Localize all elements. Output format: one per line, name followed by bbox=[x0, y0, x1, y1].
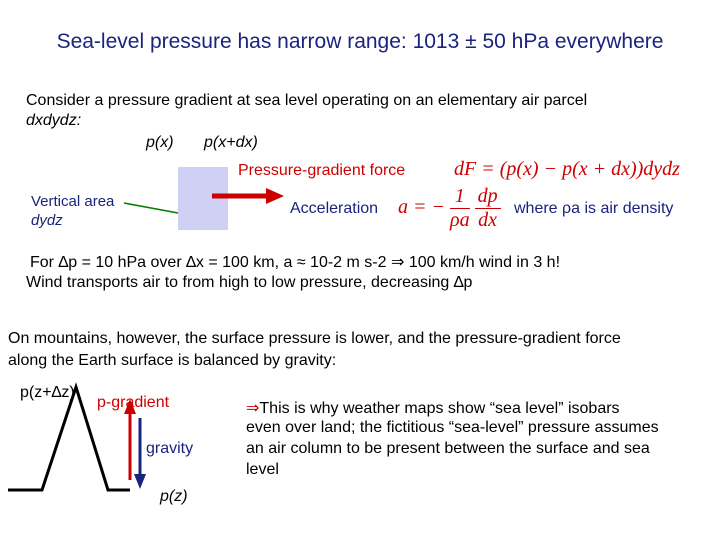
force-arrow-head bbox=[266, 188, 284, 204]
accel-dp: dp bbox=[474, 185, 501, 209]
p-gradient-arrow-head bbox=[124, 399, 136, 414]
mountains-line-2: along the Earth surface is balanced by g… bbox=[8, 352, 337, 369]
label-pz: p(z) bbox=[160, 488, 188, 505]
label-pressure-gradient-force: Pressure-gradient force bbox=[238, 162, 406, 179]
accel-denominator: ρa bbox=[450, 209, 470, 231]
force-equation: dF = (p(x) − p(x + dx))dydz bbox=[454, 158, 680, 180]
implies-icon: ⇒ bbox=[246, 400, 260, 417]
accel-fraction-2: dp dx bbox=[474, 185, 501, 232]
label-pxdx: p(x+dx) bbox=[204, 134, 258, 151]
accel-dx: dx bbox=[478, 209, 498, 231]
label-p-gradient: p-gradient bbox=[97, 394, 170, 411]
vertical-area-pointer bbox=[123, 202, 179, 214]
label-acceleration: Acceleration bbox=[290, 200, 379, 217]
label-px: p(x) bbox=[146, 134, 174, 151]
note-line-1: ⇒This is why weather maps show “sea leve… bbox=[246, 398, 620, 418]
accel-lhs: a = − bbox=[398, 196, 445, 219]
mountains-line-1: On mountains, however, the surface press… bbox=[8, 330, 621, 347]
air-density-note: where ρa is air density bbox=[514, 200, 674, 217]
intro-line-1: Consider a pressure gradient at sea leve… bbox=[26, 92, 588, 109]
label-vertical-area: Vertical area bbox=[31, 193, 115, 210]
intro-line-2: dxdydz: bbox=[26, 112, 82, 129]
label-pz-dz: p(z+∆z) bbox=[20, 384, 75, 401]
accel-fraction-1: 1 ρa bbox=[450, 185, 470, 232]
label-gravity: gravity bbox=[146, 440, 194, 457]
note-text-1: This is why weather maps show “sea level… bbox=[259, 400, 620, 417]
accel-numerator: 1 bbox=[450, 185, 470, 209]
note-line-3: an air column to be present between the … bbox=[246, 440, 650, 457]
note-line-4: level bbox=[246, 461, 279, 478]
example-line-1: For ∆p = 10 hPa over ∆x = 100 km, a ≈ 10… bbox=[30, 254, 561, 271]
label-dydz: dydz bbox=[31, 212, 63, 229]
acceleration-equation: a = − 1 ρa dp dx bbox=[398, 185, 501, 232]
page-title: Sea-level pressure has narrow range: 101… bbox=[56, 30, 664, 53]
mountain-outline bbox=[8, 382, 130, 492]
gravity-arrow-head bbox=[134, 474, 146, 489]
note-line-2: even over land; the fictitious “sea-leve… bbox=[246, 419, 659, 436]
example-line-2: Wind transports air to from high to low … bbox=[26, 274, 473, 291]
